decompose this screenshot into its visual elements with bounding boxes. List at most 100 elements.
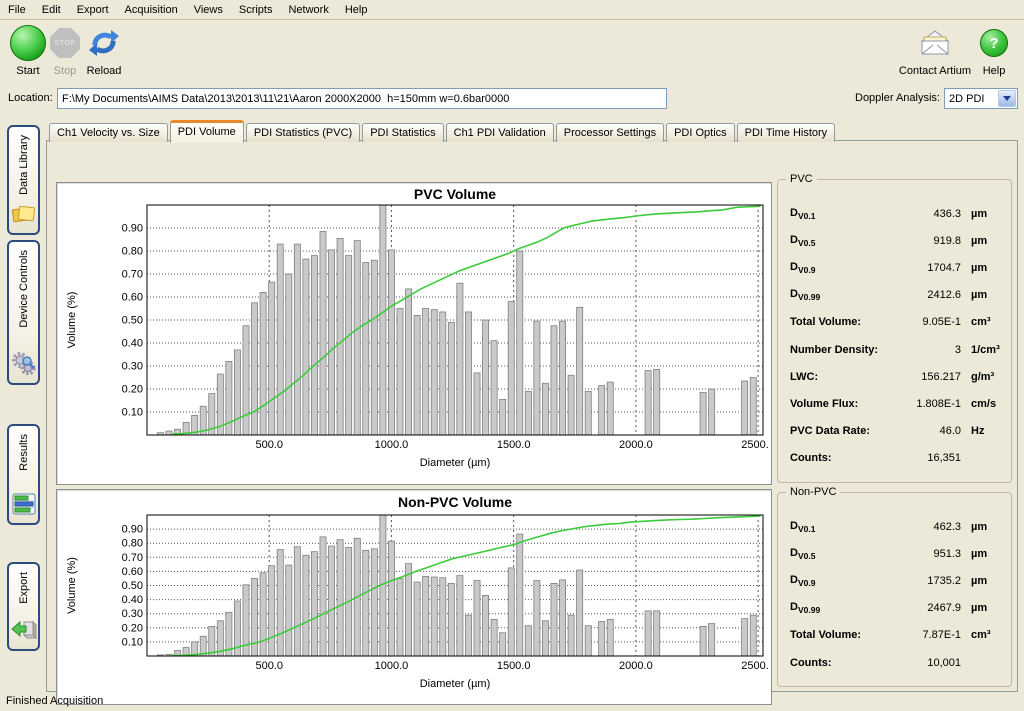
doppler-analysis-select[interactable]: 2D PDI [944,88,1018,109]
svg-text:2000.0: 2000.0 [619,660,653,672]
stat-row: DV0.99 2467.9 µm [790,595,1003,622]
tab-ch1-velocity-vs-size[interactable]: Ch1 Velocity vs. Size [49,123,168,142]
pvc-stat-rows: DV0.1 436.3 µm DV0.5 919.8 µm DV0.9 1704.7 µm DV0… [790,200,1003,472]
stat-value: 156.217 [921,370,961,383]
svg-text:0.80: 0.80 [122,538,143,550]
status-bar: Finished Acquisition [0,692,1024,711]
chart-title: PVC Volume [414,186,496,202]
stat-unit: cm³ [971,629,991,642]
contact-artium-label: Contact Artium [898,65,972,77]
stat-unit: cm³ [971,316,991,329]
tab-pdi-optics[interactable]: PDI Optics [666,123,735,142]
svg-text:0.60: 0.60 [122,566,143,578]
sidebar-item-label: Device Controls [17,250,30,328]
stat-value: 1704.7 [927,261,961,274]
menu-item-help[interactable]: Help [344,3,368,16]
stat-row: Volume Flux: 1.808E-1 cm/s [790,390,1003,417]
stat-row: DV0.1 436.3 µm [790,200,1003,227]
svg-text:1000.0: 1000.0 [375,660,409,672]
menu-bar: File Edit Export Acquisition Views Scripts Net… [0,0,1024,20]
stop-button[interactable]: STOP Stop [48,24,82,77]
tab-processor-settings[interactable]: Processor Settings [555,123,665,142]
stat-row: DV0.9 1704.7 µm [790,254,1003,281]
stat-row: Number Density: 3 1/cm³ [790,336,1003,363]
stat-unit: µm [971,234,988,247]
reload-icon [84,24,124,62]
stat-row: Total Volume: 9.05E-1 cm³ [790,309,1003,336]
svg-text:0.20: 0.20 [122,622,143,634]
menu-item-scripts[interactable]: Scripts [238,3,273,16]
svg-text:1500.0: 1500.0 [497,439,531,451]
stat-row: DV0.5 951.3 µm [790,540,1003,567]
stat-value: 10,001 [927,656,961,669]
stat-label: Total Volume: [790,316,862,329]
stat-row: Counts: 10,001 [790,649,1003,676]
stat-label: DV0.1 [790,519,816,534]
svg-text:1000.0: 1000.0 [375,439,409,451]
stat-unit: Hz [971,425,985,438]
x-axis-label: Diameter (µm) [420,457,491,469]
tab-pdi-time-history[interactable]: PDI Time History [736,123,836,142]
menu-item-acquisition[interactable]: Acquisition [124,3,178,16]
envelope-icon [897,24,973,62]
svg-text:1500.0: 1500.0 [497,660,531,672]
stat-row: PVC Data Rate: 46.0 Hz [790,418,1003,445]
sidebar-item-device-controls[interactable]: Device Controls [7,240,40,385]
svg-text:0.80: 0.80 [122,246,143,258]
stat-label: DV0.99 [790,288,821,303]
menu-item-file[interactable]: File [8,3,26,16]
menu-item-edit[interactable]: Edit [41,3,61,16]
stat-row: Counts: 16,351 [790,445,1003,472]
export-arrow-icon [10,619,37,644]
stat-label: Counts: [790,656,832,669]
svg-text:0.10: 0.10 [122,636,143,648]
svg-text:500.0: 500.0 [255,660,283,672]
stat-label: PVC Data Rate: [790,425,871,438]
location-input[interactable] [57,88,667,109]
stat-value: 9.05E-1 [922,316,961,329]
status-text: Finished Acquisition [6,695,104,707]
tab-content-panel: 0.10 0.20 0.30 0.40 0.50 0.60 0.70 0.80 0.90 500.… [46,140,1018,705]
stat-value: 1.808E-1 [916,397,961,410]
tab-pdi-statistics[interactable]: PDI Statistics [362,123,444,142]
menu-item-export[interactable]: Export [76,3,109,16]
stat-value: 2467.9 [927,602,961,615]
stat-unit: µm [971,289,988,302]
stat-value: 7.87E-1 [922,629,961,642]
stat-value: 2412.6 [927,289,961,302]
tab-pdi-statistics-pvc-[interactable]: PDI Statistics (PVC) [245,123,361,142]
contact-artium-button[interactable]: Contact Artium [897,24,973,77]
non-pvc-stats-groupbox: Non-PVC DV0.1 462.3 µm DV0.5 951.3 µm DV0.9 173… [777,486,1012,687]
stat-unit: µm [971,602,988,615]
sidebar-item-data-library[interactable]: Data Library [7,125,40,235]
stat-unit: µm [971,520,988,533]
chevron-down-icon[interactable] [998,90,1016,107]
sidebar-item-results[interactable]: Results [7,424,40,525]
svg-text:0.60: 0.60 [122,292,143,304]
menu-item-network[interactable]: Network [288,3,329,16]
sidebar-item-export[interactable]: Export [7,562,40,651]
cumulative-volume-line [171,205,761,436]
stop-icon: STOP [50,28,80,58]
start-button[interactable]: Start [8,24,48,77]
main-panel: Ch1 Velocity vs. Size PDI Volume PDI Stati… [46,115,1018,705]
svg-text:2000.0: 2000.0 [619,439,653,451]
tab-pdi-volume[interactable]: PDI Volume [169,120,244,143]
doppler-analysis-label: Doppler Analysis: [855,92,940,104]
chart-title: Non-PVC Volume [398,494,512,510]
svg-text:0.90: 0.90 [122,524,143,536]
menu-item-views[interactable]: Views [193,3,223,16]
help-button[interactable]: ? Help [976,24,1012,77]
tab-ch1-pdi-validation[interactable]: Ch1 PDI Validation [445,123,554,142]
stat-label: Total Volume: [790,629,862,642]
stat-unit: µm [971,261,988,274]
help-button-label: Help [982,65,1006,77]
stat-row: DV0.99 2412.6 µm [790,282,1003,309]
stat-value: 951.3 [933,547,961,560]
y-axis-label: Volume (%) [66,557,78,614]
stat-value: 3 [954,343,961,356]
gears-icon [11,351,37,378]
reload-button[interactable]: Reload [84,24,124,77]
stat-unit: µm [971,574,988,587]
